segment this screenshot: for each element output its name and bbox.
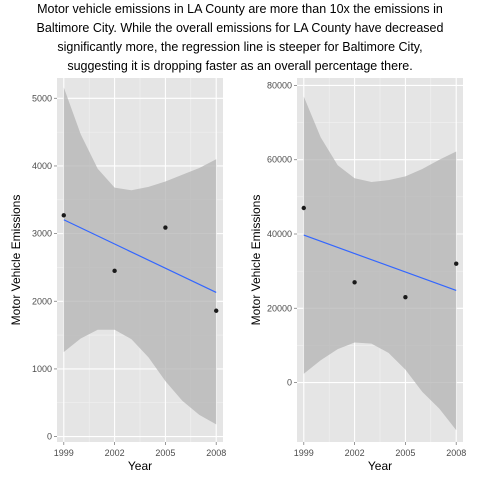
y-tick-label: 80000 <box>267 80 292 90</box>
y-tick-label: 60000 <box>267 155 292 165</box>
x-axis-title: Year <box>128 459 152 473</box>
x-tick-label: 2008 <box>446 448 466 458</box>
x-tick-label: 2008 <box>206 448 226 458</box>
y-axis-title: Motor Vehicle Emissions <box>9 195 23 326</box>
data-point <box>112 268 117 274</box>
y-tick-label: 2000 <box>32 296 52 306</box>
caption-line: suggesting it is dropping faster as an o… <box>67 59 413 73</box>
data-point <box>163 225 168 230</box>
caption-line: Baltimore City. While the overall emissi… <box>36 21 444 35</box>
y-tick-label: 3000 <box>32 229 52 239</box>
y-axis-title: Motor Vehicle Emissions <box>249 195 263 326</box>
y-tick-label: 0 <box>47 432 52 442</box>
x-axis-title: Year <box>368 459 392 473</box>
x-tick-label: 1999 <box>294 448 314 458</box>
chart-caption: Motor vehicle emissions in LA County are… <box>0 0 480 76</box>
y-tick-label: 1000 <box>32 364 52 374</box>
regression-line <box>303 234 457 292</box>
y-tick-label: 4000 <box>32 161 52 171</box>
x-tick-label: 2002 <box>345 448 365 458</box>
y-tick-label: 5000 <box>32 93 52 103</box>
x-tick-label: 2005 <box>395 448 415 458</box>
x-tick-label: 1999 <box>54 448 74 458</box>
data-point <box>61 213 66 218</box>
baltimore-chart: 0 20000 40000 60000 80000 1999 2002 2005 2008 Yea… <box>249 78 466 473</box>
caption-line: significantly more, the regression line … <box>57 40 423 54</box>
y-tick-label: 0 <box>287 378 292 388</box>
x-tick-label: 2005 <box>155 448 175 458</box>
caption-line: Motor vehicle emissions in LA County are… <box>37 2 443 16</box>
la-county-chart: 0 1000 2000 3000 4000 5000 1999 2002 2005 2008 Yea… <box>9 78 226 473</box>
data-point <box>301 205 306 211</box>
data-point <box>352 280 357 285</box>
data-point <box>403 294 408 300</box>
regression-line <box>63 219 217 294</box>
y-tick-label: 40000 <box>267 229 292 239</box>
x-tick-label: 2002 <box>105 448 125 458</box>
data-point <box>454 261 459 266</box>
data-point <box>214 308 219 313</box>
y-tick-label: 20000 <box>267 303 292 313</box>
